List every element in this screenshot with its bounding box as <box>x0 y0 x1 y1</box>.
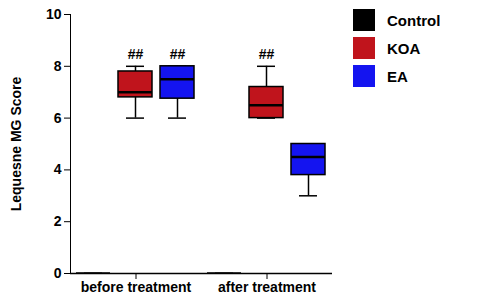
svg-text:10: 10 <box>46 6 62 22</box>
svg-text:8: 8 <box>54 58 62 74</box>
html-text:EA: EA <box>387 67 408 85</box>
svg-text:before treatment: before treatment <box>81 279 192 295</box>
svg-text:6: 6 <box>54 110 62 126</box>
svg-text:4: 4 <box>54 161 62 177</box>
svg-text:##: ## <box>128 46 144 62</box>
svg-text:after treatment: after treatment <box>218 279 316 295</box>
svg-text:##: ## <box>170 46 186 62</box>
svg-text:Lequesne MG Score: Lequesne MG Score <box>8 76 24 211</box>
html-text:Control: Control <box>387 11 441 29</box>
svg-text:0: 0 <box>54 265 62 281</box>
svg-text:##: ## <box>259 46 275 62</box>
html-text:KOA: KOA <box>387 39 421 57</box>
svg-text:2: 2 <box>54 213 62 229</box>
